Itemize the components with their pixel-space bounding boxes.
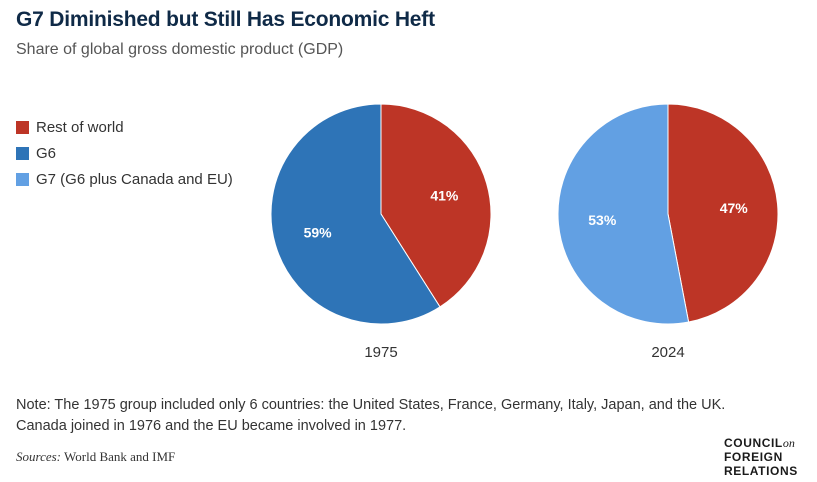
sources-text: World Bank and IMF [64, 449, 176, 464]
cfr-logo: COUNCILon FOREIGN RELATIONS [724, 436, 798, 478]
pie-1-slice-1 [557, 103, 690, 325]
sources-label: Sources: [16, 449, 62, 464]
pie-0-slice-0-label: 41% [430, 188, 459, 204]
pie-0-slice-1-label: 59% [304, 224, 333, 240]
chart-title: G7 Diminished but Still Has Economic Hef… [16, 8, 435, 31]
pie-1-slice-1-label: 53% [588, 212, 617, 228]
legend-label-g6: G6 [36, 144, 57, 162]
legend-label-g7: G7 (G6 plus Canada and EU) [36, 170, 233, 188]
pie-0-year-label: 1975 [364, 344, 397, 361]
chart-subtitle: Share of global gross domestic product (… [16, 41, 344, 58]
legend-label-rest-of-world: Rest of world [36, 118, 124, 136]
logo-on: on [782, 436, 795, 450]
pie-0-slice-1 [270, 103, 441, 325]
legend-item-rest-of-world: Rest of world [16, 114, 233, 140]
chart-note: Note: The 1975 group included only 6 cou… [16, 397, 726, 434]
legend: Rest of world G6 G7 (G6 plus Canada and … [16, 114, 233, 192]
legend-item-g7: G7 (G6 plus Canada and EU) [16, 166, 233, 192]
pie-1-year-label: 2024 [651, 344, 684, 361]
chart-sources: Sources: World Bank and IMF [16, 449, 175, 465]
pie-1-slice-0-label: 47% [720, 200, 749, 216]
pie-1-slice-0 [667, 103, 779, 323]
legend-swatch-g6 [16, 146, 29, 160]
legend-item-g6: G6 [16, 140, 233, 166]
legend-swatch-g7 [16, 172, 29, 186]
logo-line-foreign: FOREIGN [724, 450, 783, 464]
logo-line-relations: RELATIONS [724, 464, 798, 478]
legend-swatch-rest-of-world [16, 120, 29, 134]
pie-0-slice-0 [380, 103, 492, 308]
logo-line-council: COUNCIL [724, 436, 783, 450]
